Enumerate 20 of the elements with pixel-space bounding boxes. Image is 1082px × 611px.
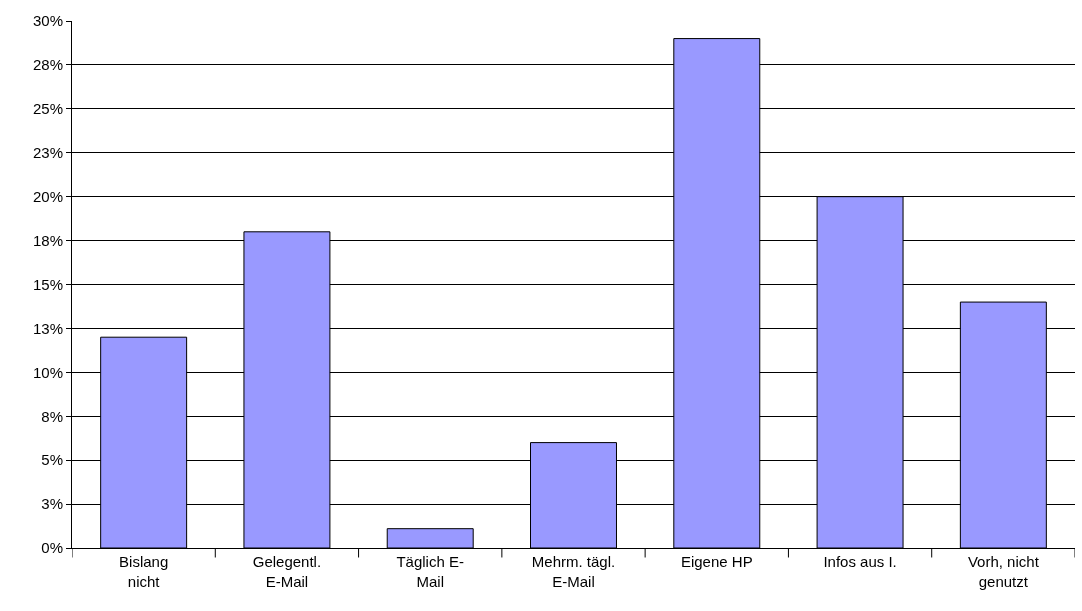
- y-tick-label: 28%: [32, 56, 63, 74]
- y-tick-label: 15%: [32, 275, 63, 293]
- y-tick-label: 3%: [41, 495, 63, 513]
- y-tick-label: 10%: [32, 363, 63, 381]
- x-tick-label: Mehrm. tägl. E-Mail: [531, 553, 616, 590]
- y-tick-label: 30%: [32, 12, 63, 30]
- y-tick-label: 13%: [32, 319, 63, 337]
- y-tick-label: 23%: [32, 144, 63, 161]
- x-tick-label: Gelegentl. E-Mail: [252, 553, 322, 590]
- x-tick-label: Vorh, nicht genutzt: [967, 553, 1040, 590]
- y-tick-label: 0%: [41, 539, 63, 557]
- y-tick-label: 25%: [32, 100, 63, 118]
- x-tick-label: Bislang nicht: [119, 553, 169, 590]
- y-tick-label: 8%: [41, 407, 63, 425]
- x-tick-label: Infos aus I.: [823, 553, 897, 570]
- y-tick-label: 5%: [41, 451, 63, 469]
- x-tick-label: Eigene HP: [680, 553, 753, 570]
- x-tick-label: Täglich E-Mail: [396, 553, 464, 590]
- y-tick-label: 20%: [32, 187, 63, 205]
- y-tick-label: 18%: [32, 231, 63, 249]
